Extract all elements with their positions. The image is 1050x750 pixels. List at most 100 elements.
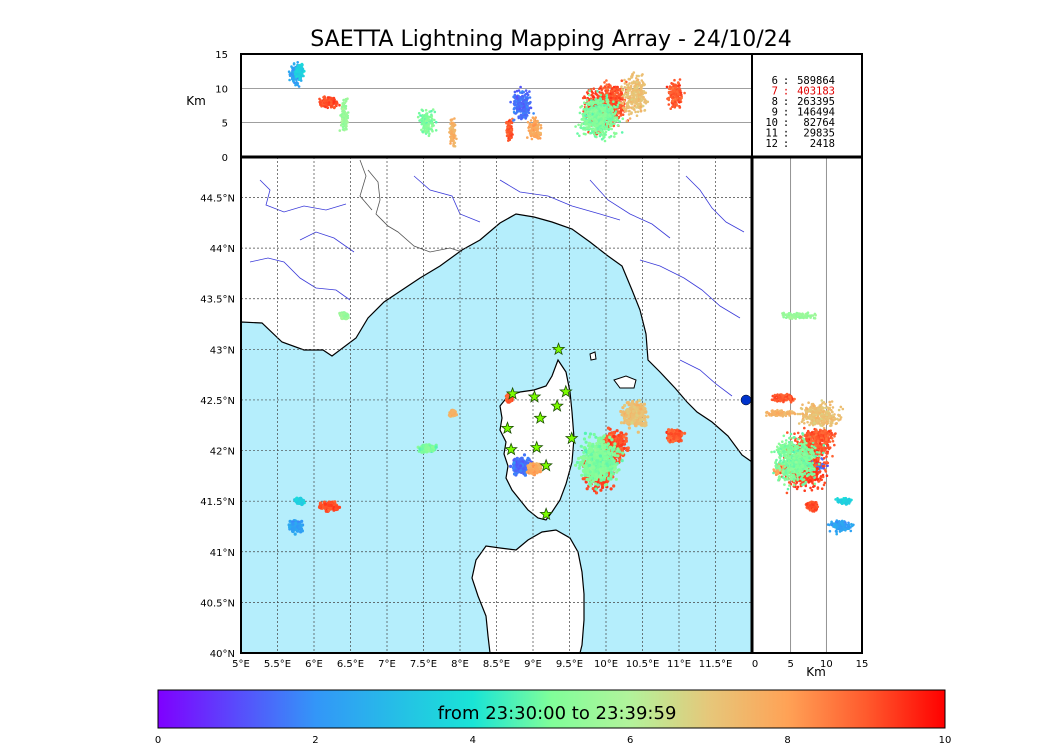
flash-point bbox=[523, 460, 528, 464]
flash-point bbox=[615, 470, 619, 474]
flash-point bbox=[593, 453, 597, 457]
flash-point bbox=[615, 429, 619, 433]
flash-altitude-point bbox=[345, 118, 348, 121]
flash-point bbox=[583, 473, 587, 477]
flash-point bbox=[582, 469, 586, 473]
station-markers bbox=[500, 342, 579, 521]
flash-point bbox=[620, 431, 624, 435]
flash-point bbox=[583, 431, 588, 435]
flash-altitude-point bbox=[525, 91, 529, 95]
flash-point bbox=[609, 487, 613, 491]
lat-tick-label: 43°N bbox=[210, 345, 235, 356]
flash-altitude-point bbox=[453, 117, 456, 120]
flash-point bbox=[598, 462, 602, 466]
flash-point bbox=[594, 487, 598, 491]
flash-point bbox=[606, 442, 611, 446]
flash-point bbox=[669, 431, 673, 435]
flash-altitude-point bbox=[521, 90, 524, 93]
lat-tick-label: 44°N bbox=[210, 244, 235, 255]
flash-point bbox=[612, 445, 617, 449]
flash-point bbox=[627, 403, 631, 407]
flash-altitude-point bbox=[509, 136, 512, 139]
flash-point bbox=[514, 469, 518, 473]
flash-point bbox=[519, 469, 523, 473]
flash-point bbox=[535, 471, 539, 475]
flash-altitude-point bbox=[525, 98, 528, 101]
flash-altitude-point bbox=[449, 126, 453, 129]
station-star bbox=[558, 384, 573, 398]
flash-altitude-point bbox=[617, 112, 620, 115]
station-star bbox=[550, 398, 564, 412]
flash-point bbox=[593, 445, 597, 449]
borders bbox=[359, 159, 463, 253]
flash-altitude-point bbox=[434, 129, 438, 132]
flash-altitude-point bbox=[291, 76, 294, 79]
flash-point bbox=[597, 451, 601, 455]
flash-point bbox=[616, 447, 620, 451]
flash-point bbox=[596, 471, 601, 475]
flash-altitude-point bbox=[453, 141, 457, 145]
altitude-panel bbox=[241, 54, 752, 157]
flash-altitude-point bbox=[302, 74, 305, 78]
flash-point bbox=[293, 532, 297, 536]
rivers bbox=[249, 175, 745, 397]
flash-point bbox=[452, 409, 456, 413]
station-star bbox=[539, 507, 553, 521]
flash-point bbox=[612, 434, 616, 438]
flash-point bbox=[642, 406, 646, 410]
flash-point bbox=[588, 432, 593, 436]
flash-altitude-point bbox=[287, 70, 291, 73]
flash-point bbox=[609, 477, 613, 481]
flash-point bbox=[588, 482, 592, 486]
flash-altitude-point bbox=[428, 115, 432, 119]
flash-point bbox=[606, 426, 611, 430]
flash-point bbox=[520, 456, 524, 460]
flash-altitude-point bbox=[420, 128, 423, 132]
flash-point bbox=[582, 437, 587, 441]
flash-point bbox=[579, 444, 583, 448]
station-star bbox=[505, 386, 520, 400]
flash-altitude-point bbox=[585, 91, 589, 94]
flash-point bbox=[622, 416, 627, 420]
flash-altitude-point bbox=[605, 91, 608, 95]
flash-point bbox=[600, 485, 605, 490]
flash-point bbox=[588, 460, 592, 464]
flash-point bbox=[288, 519, 292, 524]
flash-altitude-point bbox=[290, 65, 293, 68]
flash-point bbox=[636, 430, 640, 434]
flash-altitude-point bbox=[294, 70, 298, 73]
longitude-ticks: 5°E 5.5°E 6°E 6.5°E 7°E 7.5°E 8°E 8.5°E 9°E 9.5°E… bbox=[232, 659, 732, 670]
flash-point bbox=[598, 454, 603, 458]
flash-altitude-point bbox=[513, 106, 516, 110]
flash-point bbox=[601, 463, 605, 467]
flash-altitude-point bbox=[318, 97, 321, 101]
flash-point bbox=[515, 457, 519, 461]
lat-tick-label: 41.5°N bbox=[200, 497, 235, 508]
flash-point bbox=[620, 413, 624, 417]
flash-altitude-point bbox=[330, 102, 333, 106]
flash-altitude-point bbox=[298, 68, 301, 71]
flash-altitude-point bbox=[299, 65, 303, 69]
flash-altitude-point bbox=[430, 117, 434, 121]
lat-tick-label: 40.5°N bbox=[200, 598, 235, 609]
flash-altitude-point bbox=[529, 106, 532, 109]
flash-altitude-point bbox=[595, 92, 598, 96]
flash-point bbox=[596, 465, 600, 469]
flash-point bbox=[601, 436, 605, 440]
flash-point bbox=[622, 421, 626, 425]
flash-point bbox=[592, 432, 596, 437]
flash-altitude-point bbox=[512, 119, 515, 122]
flash-altitude-point bbox=[427, 134, 431, 138]
flash-point bbox=[429, 448, 434, 452]
flash-point bbox=[644, 410, 648, 414]
lon-tick-label: 6°E bbox=[305, 659, 323, 670]
flash-point bbox=[612, 459, 616, 463]
flash-point bbox=[340, 316, 344, 320]
flash-point bbox=[522, 467, 526, 471]
flash-altitude-point bbox=[613, 92, 617, 95]
flash-point bbox=[594, 482, 598, 486]
flash-altitude-point bbox=[603, 85, 607, 88]
flash-altitude-point bbox=[526, 136, 529, 139]
flash-altitude-point bbox=[292, 80, 295, 83]
flash-point bbox=[643, 424, 647, 428]
